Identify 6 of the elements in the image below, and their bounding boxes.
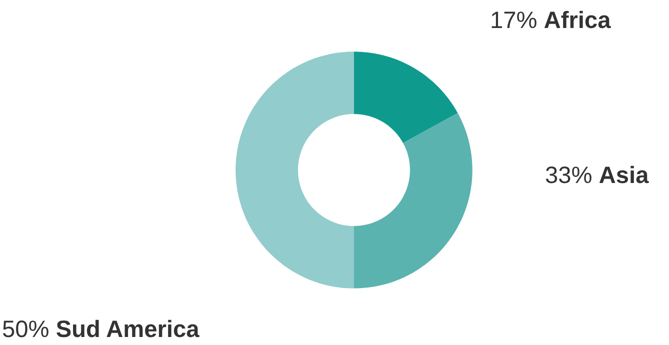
data-label: 17%	[492, 12, 536, 28]
data-label: 33%	[546, 166, 592, 184]
slice-label: Asia	[599, 166, 649, 184]
slice-label: Africa	[544, 10, 611, 28]
data-label: 50%	[2, 320, 48, 338]
slice-label: Sud America	[56, 320, 200, 338]
